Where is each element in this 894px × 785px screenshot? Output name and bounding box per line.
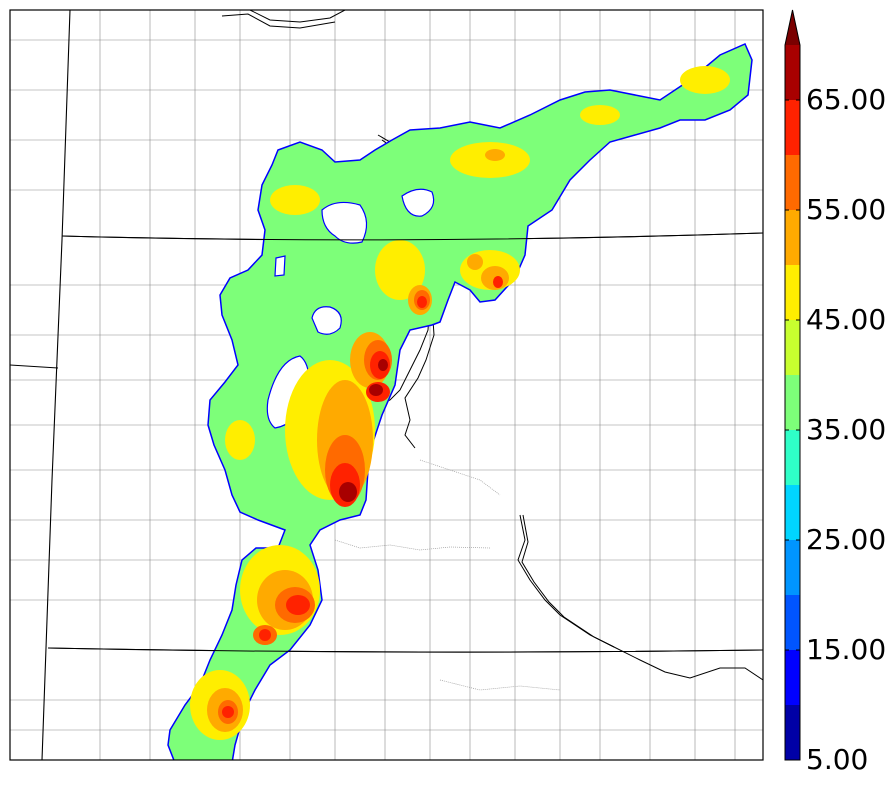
- colorbar-segment: [785, 430, 800, 485]
- colorbar: [784, 9, 801, 761]
- map-border: [9, 9, 764, 761]
- colorbar-segment: [785, 320, 800, 375]
- map-frame: [10, 10, 763, 760]
- colorbar-segment: [785, 100, 800, 155]
- colorbar-extend-arrow: [785, 10, 800, 45]
- colorbar-tick-label: 55.00: [806, 193, 887, 226]
- colorbar-tick-label: 25.00: [806, 523, 887, 556]
- colorbar-segment: [785, 705, 800, 760]
- colorbar-segment: [785, 45, 800, 100]
- colorbar-segment: [785, 595, 800, 650]
- colorbar-segment: [785, 265, 800, 320]
- colorbar-tick-label: 45.00: [806, 303, 887, 336]
- colorbar-segment: [785, 650, 800, 705]
- colorbar-tick-label: 15.00: [806, 633, 887, 666]
- colorbar-segment: [785, 540, 800, 595]
- colorbar-segment: [785, 210, 800, 265]
- colorbar-segment: [785, 485, 800, 540]
- colorbar-tick-label: 5.00: [806, 743, 869, 776]
- colorbar-tick-label: 35.00: [806, 413, 887, 446]
- colorbar-segment: [785, 155, 800, 210]
- precip-field: [167, 43, 753, 760]
- colorbar-segment: [785, 375, 800, 430]
- colorbar-tick-label: 65.00: [806, 83, 887, 116]
- state-boundaries-overlay: [47, 232, 763, 653]
